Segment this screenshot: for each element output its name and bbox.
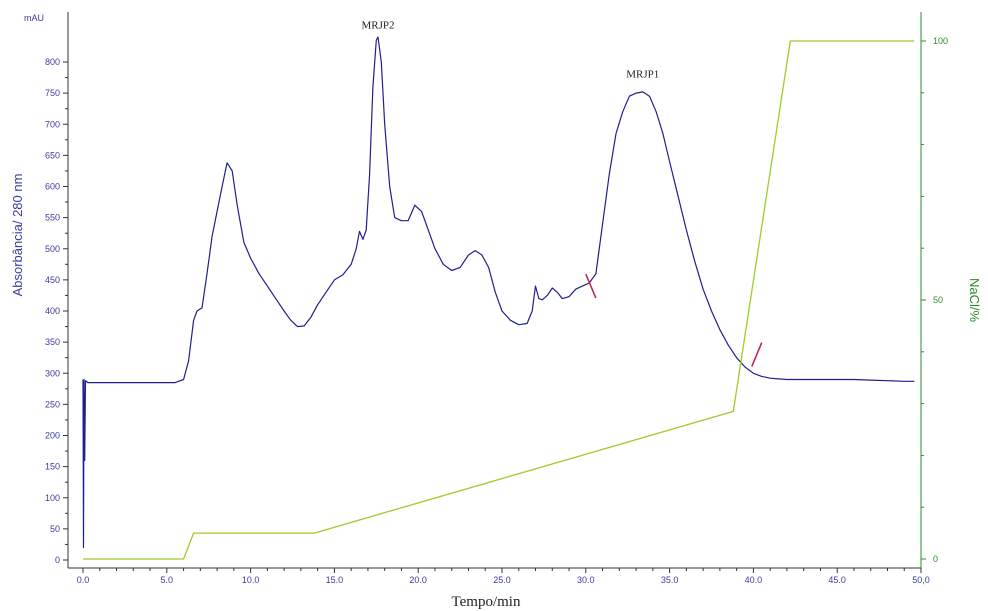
left-tick-label: 150 [45,462,60,472]
left-tick-label: 450 [45,275,60,285]
peak-label: MRJP1 [626,69,659,81]
left-tick-label: 250 [45,399,60,409]
x-tick-label: 25.0 [493,575,511,585]
x-tick-label: 45.0 [828,575,846,585]
annotation-layer: MRJP2 MRJP1 [361,19,659,80]
left-tick-label: 400 [45,306,60,316]
fraction-marker-layer [585,273,763,367]
x-tick-label: 35.0 [661,575,679,585]
right-axis-title: NaCl/% [967,278,982,323]
x-tick-label: 20.0 [409,575,427,585]
x-tick-label: 0.0 [77,575,90,585]
x-tick-label: 5.0 [161,575,174,585]
x-tick-label: 40.0 [745,575,763,585]
nacl-gradient-line [83,40,915,560]
left-tick-label: 500 [45,244,60,254]
peak-label: MRJP2 [361,19,394,31]
ticks-layer: 0501001502002503003504004505005506006507… [45,36,948,585]
left-tick-label: 50 [50,524,60,534]
absorbance-line [82,36,915,549]
left-tick-label: 700 [45,119,60,129]
x-tick-label: 10.0 [242,575,260,585]
x-tick-label: 15.0 [326,575,344,585]
right-tick-label: 0 [933,554,938,564]
x-tick-label: 50,0 [912,575,930,585]
left-tick-label: 550 [45,213,60,223]
right-tick-label: 50 [933,295,943,305]
axes-layer [67,12,922,569]
left-tick-label: 0 [55,555,60,565]
x-axis-title: Tempo/min [452,594,521,610]
right-tick-label: 100 [933,36,948,46]
series-layer [82,36,915,560]
left-tick-label: 200 [45,431,60,441]
x-tick-label: 30.0 [577,575,595,585]
left-tick-label: 600 [45,182,60,192]
fraction-cut-marker [751,342,763,367]
left-axis-title: Absorbância/ 280 nm [10,174,25,297]
left-tick-label: 100 [45,493,60,503]
fraction-cut-marker [585,273,597,299]
left-axis-unit: mAU [24,13,44,23]
left-tick-label: 800 [45,57,60,67]
left-tick-label: 300 [45,368,60,378]
left-tick-label: 350 [45,337,60,347]
left-tick-label: 750 [45,88,60,98]
left-tick-label: 650 [45,150,60,160]
